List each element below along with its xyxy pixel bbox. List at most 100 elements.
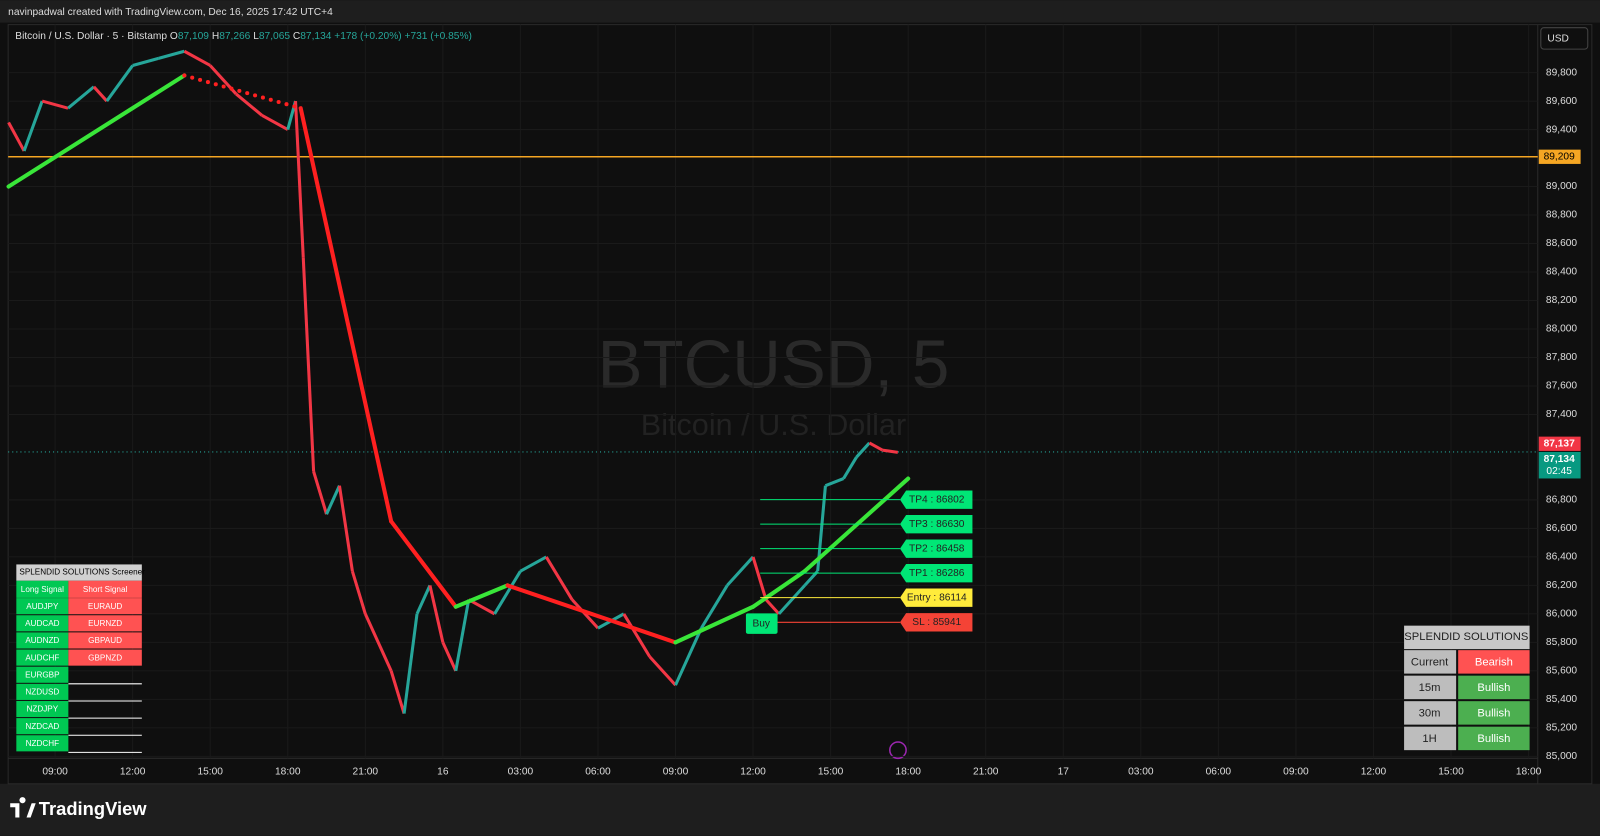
time-label: 12:00 (740, 766, 766, 777)
long-cell: AUDCAD (25, 619, 60, 628)
cell (1458, 650, 1530, 674)
long-cell: AUDNZD (25, 636, 59, 645)
symbol-line: Bitcoin / U.S. Dollar · 5 · Bitstamp O87… (15, 31, 472, 42)
price-badge-text: 87,137 (1544, 438, 1575, 449)
price-label: 85,200 (1546, 723, 1577, 734)
signal-label: TP2 : 86458 (909, 543, 965, 554)
long-cell: EURGBP (25, 670, 60, 679)
header-part: Bitcoin / U.S. Dollar · 5 · Bitstamp (15, 31, 167, 42)
cell (1458, 675, 1530, 700)
price-segment (751, 556, 768, 601)
cell (16, 598, 69, 615)
price-segment (363, 613, 393, 672)
cell (16, 649, 69, 666)
price-label: 86,800 (1546, 495, 1577, 506)
price-segment (415, 584, 432, 615)
price-label: 89,800 (1546, 67, 1577, 78)
price-segment (648, 655, 677, 687)
long-cell: NZDUSD (25, 688, 59, 697)
tf-cell: 30m (1419, 707, 1441, 719)
level-badge (1538, 149, 1581, 164)
price-segment (7, 121, 26, 152)
time-label: 18:00 (895, 766, 921, 777)
cell (16, 580, 69, 598)
signal-badge (900, 490, 973, 509)
table-title: SPLENDID SOLUTIONS (1404, 631, 1528, 643)
price-label: 86,200 (1546, 580, 1577, 591)
header-part: 87,134 (300, 31, 331, 42)
time-label: 09:00 (1283, 766, 1309, 777)
price-badge (1538, 436, 1581, 451)
signal-badge (900, 563, 973, 583)
cell (1404, 701, 1457, 725)
currency-button[interactable] (1540, 27, 1589, 50)
price-label: 86,000 (1546, 609, 1577, 620)
cell (68, 598, 142, 615)
price-label: 88,800 (1546, 210, 1577, 221)
trend-segment (389, 519, 458, 609)
table-title-bg (1404, 625, 1530, 650)
top-bar (0, 0, 1600, 23)
price-label: 88,200 (1546, 295, 1577, 306)
price-segment (777, 584, 806, 615)
bottom-bar (0, 783, 1600, 836)
price-segment (428, 585, 445, 643)
price-segment (22, 100, 44, 152)
cell (1404, 650, 1457, 674)
state-cell: Bullish (1477, 707, 1510, 719)
long-cell: AUDJPY (26, 602, 59, 611)
cell (1404, 675, 1457, 700)
price-segment (67, 85, 95, 110)
header-part: O (170, 31, 178, 42)
header-part: C (293, 31, 300, 42)
price-segment (519, 555, 547, 573)
price-segment (402, 613, 419, 714)
time-label: 15:00 (1438, 766, 1464, 777)
header-part: 87,109 (178, 31, 209, 42)
price-segment (41, 99, 69, 110)
state-cell: Bullish (1477, 682, 1510, 694)
buy-label: Buy (752, 618, 770, 629)
price-segment (337, 485, 354, 572)
state-cell: Bearish (1475, 656, 1513, 668)
price-segment (132, 56, 159, 67)
currency[interactable]: USD (1547, 34, 1569, 45)
time-label: 21:00 (973, 766, 999, 777)
price-label: 85,000 (1546, 751, 1577, 762)
header-part: L (253, 31, 259, 42)
time-label: 06:00 (1206, 766, 1232, 777)
chart-pane (7, 24, 1593, 785)
time-label: 12:00 (1361, 766, 1387, 777)
trend-segment (453, 583, 510, 609)
trend-segment (6, 73, 187, 189)
watermark: BTCUSD, 5 (598, 327, 950, 402)
countdown: 02:45 (1546, 466, 1572, 477)
header-part: +178 (+0.20%) (334, 31, 401, 42)
price-segment (622, 613, 651, 658)
event-icon[interactable] (889, 741, 907, 760)
price-label: 88,000 (1546, 324, 1577, 335)
cell (16, 615, 69, 632)
signal-label: TP3 : 86630 (909, 519, 965, 530)
time-label: 06:00 (585, 766, 611, 777)
header-part: 87,065 (259, 31, 290, 42)
price-segment (882, 448, 899, 454)
cell (16, 632, 69, 649)
price-label: 87,800 (1546, 352, 1577, 363)
price-segment (700, 584, 729, 629)
price-segment (726, 555, 755, 587)
signal-label: TP4 : 86802 (909, 494, 965, 505)
cell (68, 649, 142, 666)
state-cell: Bullish (1477, 733, 1510, 745)
price-segment (493, 570, 522, 615)
price-label: 89,400 (1546, 124, 1577, 135)
short-cell: GBPNZD (88, 653, 122, 662)
long-cell: AUDCHF (25, 653, 59, 662)
time-label: 18:00 (275, 766, 301, 777)
long-cell: NZDJPY (26, 705, 58, 714)
brand: TradingView (39, 798, 148, 819)
time-label: 15:00 (197, 766, 223, 777)
trend-segment (802, 476, 911, 574)
time-label: 15:00 (818, 766, 844, 777)
